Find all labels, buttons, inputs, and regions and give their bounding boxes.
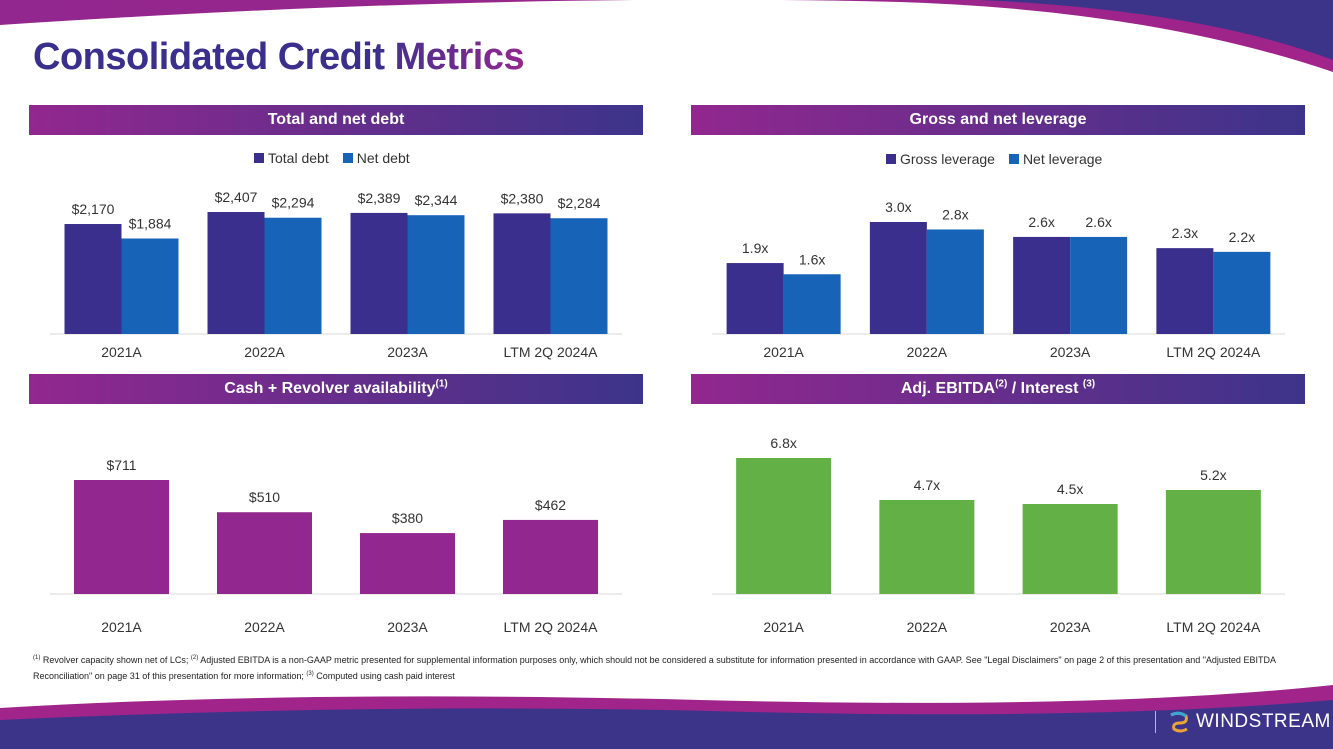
bar-cash-primary — [360, 533, 455, 594]
data-label: 3.0x — [885, 199, 911, 215]
data-label: 6.8x — [770, 435, 796, 451]
bar-leverage-secondary — [1213, 251, 1271, 334]
data-label: 2.8x — [942, 206, 968, 222]
data-label: $2,380 — [501, 190, 544, 206]
x-tick-label: 2023A — [387, 619, 428, 635]
data-label: $2,284 — [558, 195, 601, 211]
bar-debt-primary — [350, 212, 408, 334]
bar-debt-secondary — [264, 217, 322, 334]
x-tick-label: 2023A — [1050, 619, 1091, 635]
bar-ebitda-primary — [1165, 490, 1261, 594]
legend-item-net-debt: Net debt — [342, 150, 410, 166]
data-label: 2.2x — [1229, 229, 1255, 245]
data-label: $2,407 — [215, 189, 258, 205]
bar-ebitda-primary — [736, 458, 832, 594]
data-label: 2.3x — [1172, 225, 1198, 241]
x-tick-label: 2021A — [763, 344, 804, 360]
bar-leverage-secondary — [926, 229, 984, 334]
legend-debt: Total debt Net debt — [254, 150, 410, 166]
bar-leverage-primary — [1013, 236, 1071, 334]
x-tick-label: 2021A — [101, 344, 142, 360]
x-tick-label: 2021A — [763, 619, 804, 635]
panel-header-ebitda: Adj. EBITDA(2) / Interest (3) — [691, 374, 1305, 404]
bar-leverage-primary — [726, 263, 784, 334]
data-label: 5.2x — [1200, 467, 1226, 483]
bar-debt-secondary — [407, 215, 465, 334]
data-label: 2.6x — [1028, 214, 1054, 230]
bar-leverage-primary — [1156, 248, 1214, 334]
x-tick-label: 2023A — [1050, 344, 1091, 360]
bar-ebitda-primary — [1022, 504, 1118, 594]
bar-leverage-secondary — [1070, 236, 1128, 334]
x-tick-label: LTM 2Q 2024A — [504, 619, 599, 635]
ebitda-footnote-ref: (2) — [995, 378, 1008, 390]
bar-debt-primary — [64, 224, 122, 334]
bar-leverage-primary — [869, 222, 927, 334]
data-label: $380 — [392, 510, 423, 526]
bar-debt-primary — [207, 212, 265, 334]
x-tick-label: LTM 2Q 2024A — [1166, 344, 1261, 360]
panel-header-cash: Cash + Revolver availability(1) — [29, 374, 643, 404]
data-label: 4.7x — [914, 477, 940, 493]
data-label: $2,344 — [415, 192, 458, 208]
panel-header-leverage: Gross and net leverage — [691, 105, 1305, 135]
interest-title: / Interest — [1007, 380, 1083, 397]
x-tick-label: 2022A — [907, 344, 948, 360]
legend-item-total-debt: Total debt — [254, 150, 329, 166]
x-tick-label: 2022A — [907, 619, 948, 635]
data-label: $2,389 — [358, 190, 401, 206]
data-label: $2,294 — [272, 195, 315, 211]
bar-cash-primary — [74, 480, 169, 594]
title-accent: Metrics — [394, 36, 525, 78]
data-label: 1.9x — [742, 240, 768, 256]
page-title: Consolidated Credit Metrics — [33, 36, 525, 79]
data-label: 2.6x — [1085, 214, 1111, 230]
data-label: $1,884 — [129, 216, 172, 232]
x-tick-label: 2022A — [244, 344, 285, 360]
data-label: $462 — [535, 497, 566, 513]
bar-leverage-secondary — [783, 274, 841, 334]
legend-leverage: Gross leverage Net leverage — [886, 151, 1102, 167]
title-main: Consolidated Credit — [33, 36, 395, 78]
x-tick-label: 2023A — [387, 344, 428, 360]
bar-debt-primary — [493, 213, 551, 334]
x-tick-label: 2021A — [101, 619, 142, 635]
bar-cash-primary — [217, 512, 312, 594]
legend-item-gross-leverage: Gross leverage — [886, 151, 995, 167]
legend-item-net-leverage: Net leverage — [1008, 151, 1102, 167]
cash-title: Cash + Revolver availability — [224, 380, 436, 397]
logo-text: WINDSTREAM — [1196, 711, 1331, 732]
data-label: $2,170 — [72, 201, 115, 217]
data-label: 1.6x — [799, 251, 825, 267]
data-label: 4.5x — [1057, 481, 1083, 497]
panel-header-debt: Total and net debt — [29, 105, 643, 135]
interest-footnote-ref: (3) — [1082, 378, 1096, 390]
windstream-logo: WINDSTREAM — [1155, 711, 1331, 733]
ebitda-title: Adj. EBITDA — [900, 380, 996, 397]
data-label: $711 — [106, 457, 136, 473]
bar-debt-secondary — [550, 218, 608, 334]
cash-footnote-ref: (1) — [435, 378, 448, 390]
bar-cash-primary — [503, 519, 598, 594]
bar-ebitda-primary — [879, 500, 975, 594]
data-label: $510 — [249, 489, 280, 505]
footnote: (1) Revolver capacity shown net of LCs; … — [33, 655, 1276, 681]
x-tick-label: LTM 2Q 2024A — [1166, 619, 1261, 635]
windstream-logo-icon — [1170, 711, 1188, 733]
x-tick-label: 2022A — [244, 619, 285, 635]
bar-debt-secondary — [121, 238, 179, 334]
x-tick-label: LTM 2Q 2024A — [504, 344, 599, 360]
